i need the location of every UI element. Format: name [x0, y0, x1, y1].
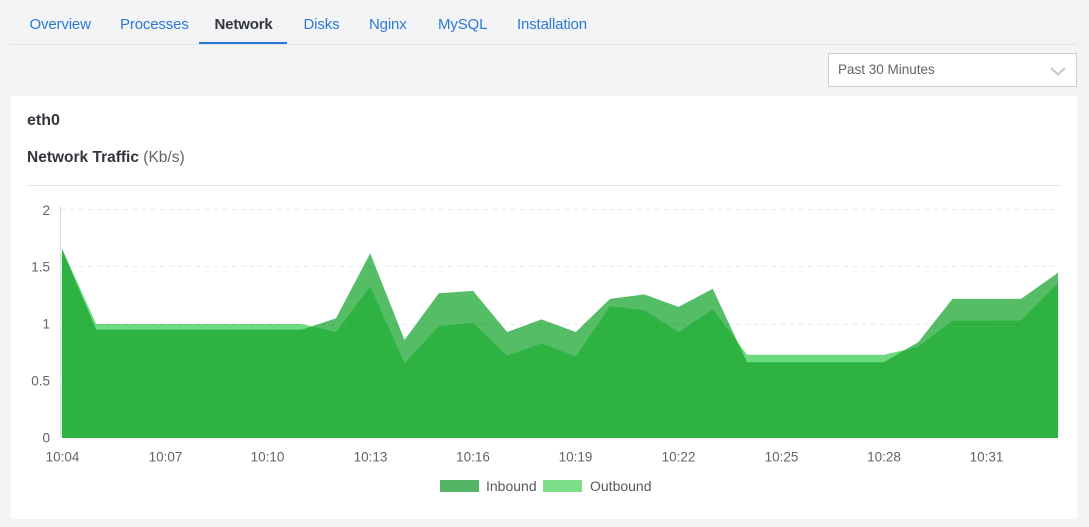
svg-text:0: 0 [42, 431, 50, 446]
svg-text:10:10: 10:10 [251, 450, 285, 465]
svg-text:10:04: 10:04 [46, 450, 80, 465]
svg-text:10:07: 10:07 [149, 450, 183, 465]
svg-text:10:19: 10:19 [559, 450, 593, 465]
svg-text:0.5: 0.5 [31, 374, 50, 389]
svg-text:2: 2 [42, 203, 50, 218]
svg-text:10:31: 10:31 [970, 450, 1004, 465]
svg-text:10:28: 10:28 [867, 450, 901, 465]
svg-text:10:16: 10:16 [456, 450, 490, 465]
svg-text:10:13: 10:13 [354, 450, 388, 465]
svg-text:10:25: 10:25 [765, 450, 799, 465]
svg-text:1: 1 [42, 317, 50, 332]
svg-text:1.5: 1.5 [31, 260, 50, 275]
svg-text:10:22: 10:22 [662, 450, 696, 465]
